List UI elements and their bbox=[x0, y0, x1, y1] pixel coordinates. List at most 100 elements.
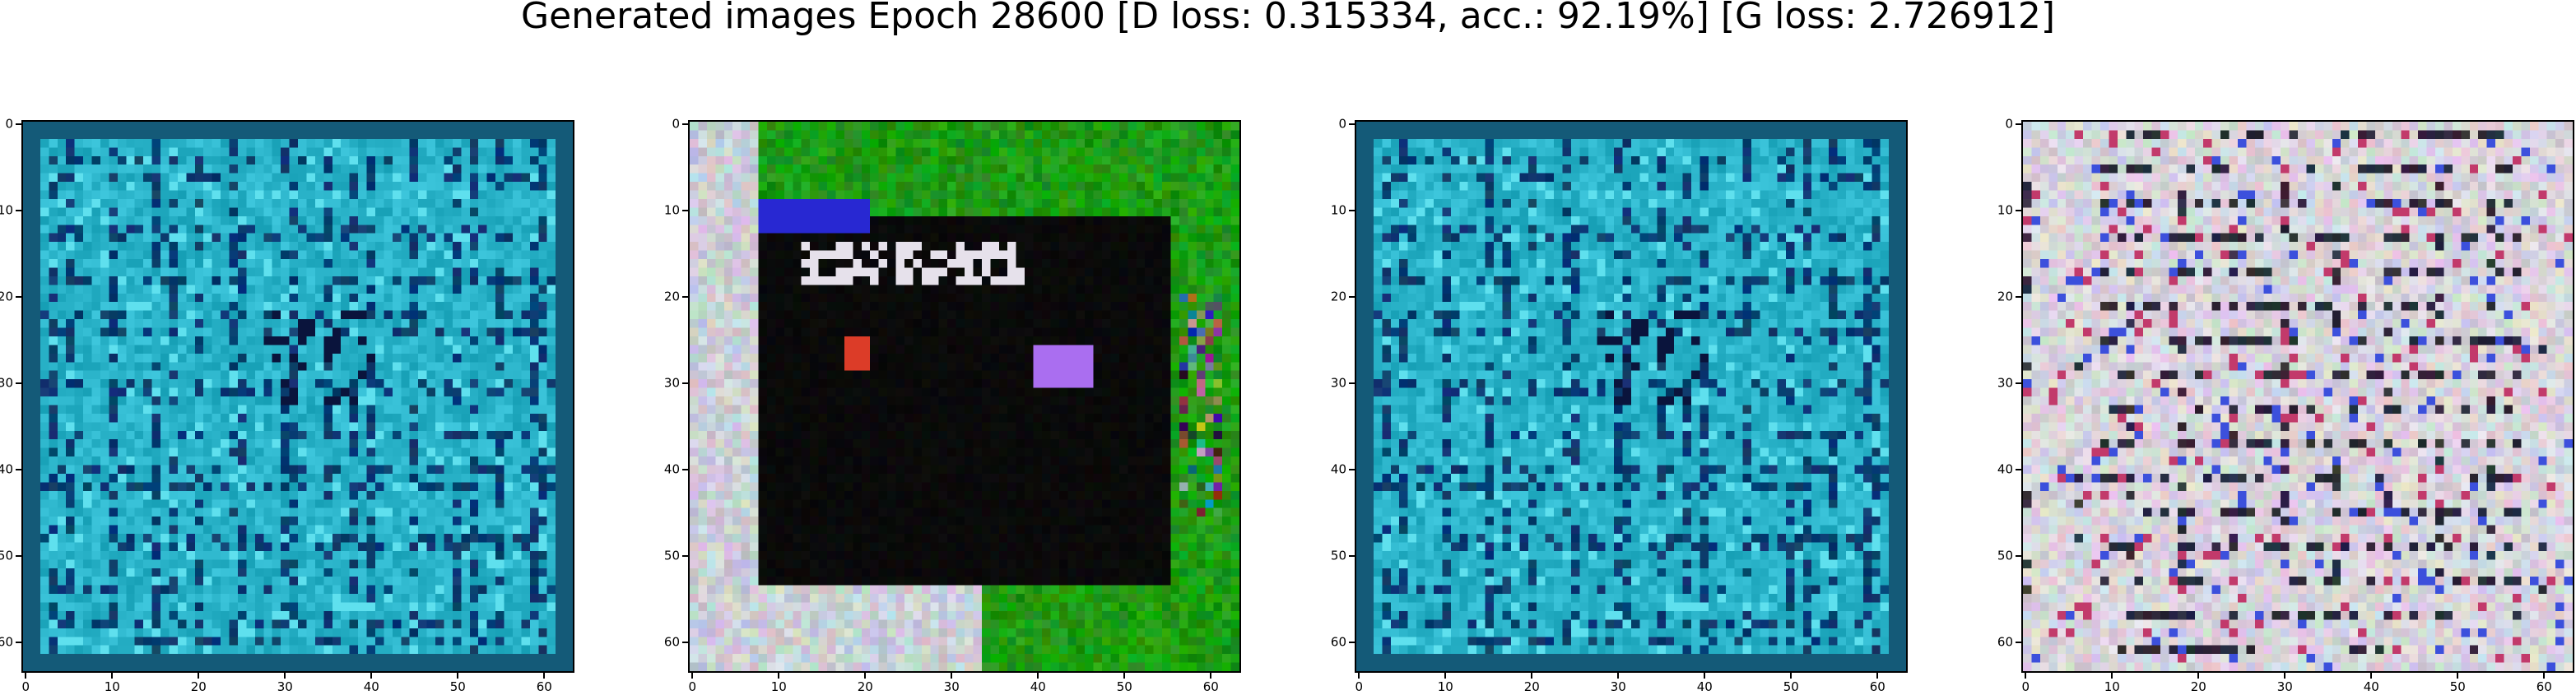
y-tick bbox=[1349, 555, 1355, 558]
y-tick-label: 60 bbox=[1997, 634, 2013, 650]
x-tick-label: 50 bbox=[1116, 679, 1132, 694]
y-tick bbox=[16, 382, 21, 385]
x-tick-label: 0 bbox=[688, 679, 697, 694]
y-tick bbox=[16, 123, 21, 126]
x-tick-label: 10 bbox=[104, 679, 120, 694]
y-tick bbox=[16, 555, 21, 558]
x-tick bbox=[284, 673, 286, 679]
y-tick-label: 10 bbox=[1997, 202, 2013, 218]
x-tick-label: 20 bbox=[1523, 679, 1540, 694]
x-tick-label: 60 bbox=[1869, 679, 1886, 694]
y-tick bbox=[682, 296, 688, 299]
y-tick-label: 20 bbox=[0, 289, 13, 304]
x-tick bbox=[370, 673, 373, 679]
x-tick bbox=[1531, 673, 1533, 679]
x-tick-label: 10 bbox=[770, 679, 787, 694]
x-tick bbox=[2457, 673, 2459, 679]
image-canvas-3 bbox=[1356, 122, 1906, 671]
y-tick bbox=[2016, 123, 2021, 126]
x-tick bbox=[25, 673, 27, 679]
x-tick bbox=[691, 673, 694, 679]
y-tick bbox=[682, 469, 688, 471]
generated-image-3 bbox=[1355, 120, 1908, 673]
y-tick-label: 0 bbox=[2005, 116, 2013, 132]
y-tick bbox=[682, 210, 688, 212]
y-tick-label: 20 bbox=[1997, 289, 2013, 304]
y-tick-label: 30 bbox=[1997, 375, 2013, 391]
y-tick-label: 0 bbox=[1338, 116, 1346, 132]
x-tick-label: 20 bbox=[2190, 679, 2206, 694]
x-tick bbox=[457, 673, 459, 679]
x-tick-label: 30 bbox=[943, 679, 960, 694]
y-tick bbox=[682, 555, 688, 558]
y-tick-label: 10 bbox=[663, 202, 680, 218]
y-tick-label: 50 bbox=[0, 548, 13, 563]
y-tick-label: 40 bbox=[1330, 461, 1346, 477]
image-canvas-4 bbox=[2023, 122, 2573, 671]
y-tick-label: 60 bbox=[0, 634, 13, 650]
x-tick bbox=[2025, 673, 2027, 679]
x-tick-label: 50 bbox=[2449, 679, 2466, 694]
y-tick-label: 40 bbox=[0, 461, 13, 477]
x-tick bbox=[778, 673, 780, 679]
x-tick-label: 40 bbox=[2363, 679, 2379, 694]
x-tick bbox=[2543, 673, 2546, 679]
y-tick-label: 20 bbox=[663, 289, 680, 304]
image-canvas-2 bbox=[690, 122, 1239, 671]
y-tick-label: 60 bbox=[663, 634, 680, 650]
x-tick bbox=[864, 673, 867, 679]
y-tick-label: 60 bbox=[1330, 634, 1346, 650]
x-tick bbox=[543, 673, 546, 679]
y-tick-label: 30 bbox=[0, 375, 13, 391]
x-tick bbox=[2284, 673, 2286, 679]
y-tick bbox=[16, 296, 21, 299]
y-tick bbox=[2016, 296, 2021, 299]
x-tick-label: 50 bbox=[449, 679, 466, 694]
x-tick-label: 10 bbox=[2104, 679, 2120, 694]
x-tick bbox=[1876, 673, 1879, 679]
x-tick bbox=[1358, 673, 1360, 679]
x-tick bbox=[1617, 673, 1620, 679]
x-tick bbox=[951, 673, 953, 679]
y-tick-label: 50 bbox=[1997, 548, 2013, 563]
y-tick bbox=[682, 123, 688, 126]
x-tick bbox=[198, 673, 200, 679]
y-tick-label: 10 bbox=[0, 202, 13, 218]
y-tick-label: 0 bbox=[672, 116, 680, 132]
y-tick bbox=[2016, 555, 2021, 558]
x-tick bbox=[1444, 673, 1447, 679]
x-tick-label: 0 bbox=[21, 679, 30, 694]
y-tick bbox=[2016, 469, 2021, 471]
y-tick bbox=[2016, 210, 2021, 212]
x-tick-label: 40 bbox=[1696, 679, 1713, 694]
y-tick-label: 0 bbox=[5, 116, 13, 132]
y-tick bbox=[2016, 382, 2021, 385]
y-tick bbox=[1349, 210, 1355, 212]
x-tick-label: 40 bbox=[1030, 679, 1046, 694]
x-tick-label: 30 bbox=[277, 679, 293, 694]
x-tick bbox=[2111, 673, 2113, 679]
y-tick bbox=[682, 382, 688, 385]
y-tick-label: 30 bbox=[1330, 375, 1346, 391]
generated-image-4 bbox=[2021, 120, 2574, 673]
x-tick-label: 30 bbox=[1610, 679, 1626, 694]
x-tick bbox=[1210, 673, 1212, 679]
x-tick bbox=[2197, 673, 2200, 679]
y-tick-label: 40 bbox=[663, 461, 680, 477]
x-tick bbox=[1123, 673, 1126, 679]
x-tick bbox=[1790, 673, 1793, 679]
x-tick-label: 30 bbox=[2276, 679, 2293, 694]
x-tick bbox=[1037, 673, 1039, 679]
x-tick-label: 60 bbox=[1202, 679, 1219, 694]
y-tick-label: 10 bbox=[1330, 202, 1346, 218]
x-tick bbox=[2370, 673, 2373, 679]
x-tick-label: 20 bbox=[190, 679, 207, 694]
x-tick bbox=[111, 673, 114, 679]
y-tick bbox=[1349, 382, 1355, 385]
y-tick bbox=[1349, 469, 1355, 471]
x-tick-label: 0 bbox=[1355, 679, 1364, 694]
image-canvas-1 bbox=[23, 122, 573, 671]
x-tick-label: 40 bbox=[363, 679, 379, 694]
y-tick bbox=[2016, 642, 2021, 644]
x-tick-label: 60 bbox=[2536, 679, 2552, 694]
